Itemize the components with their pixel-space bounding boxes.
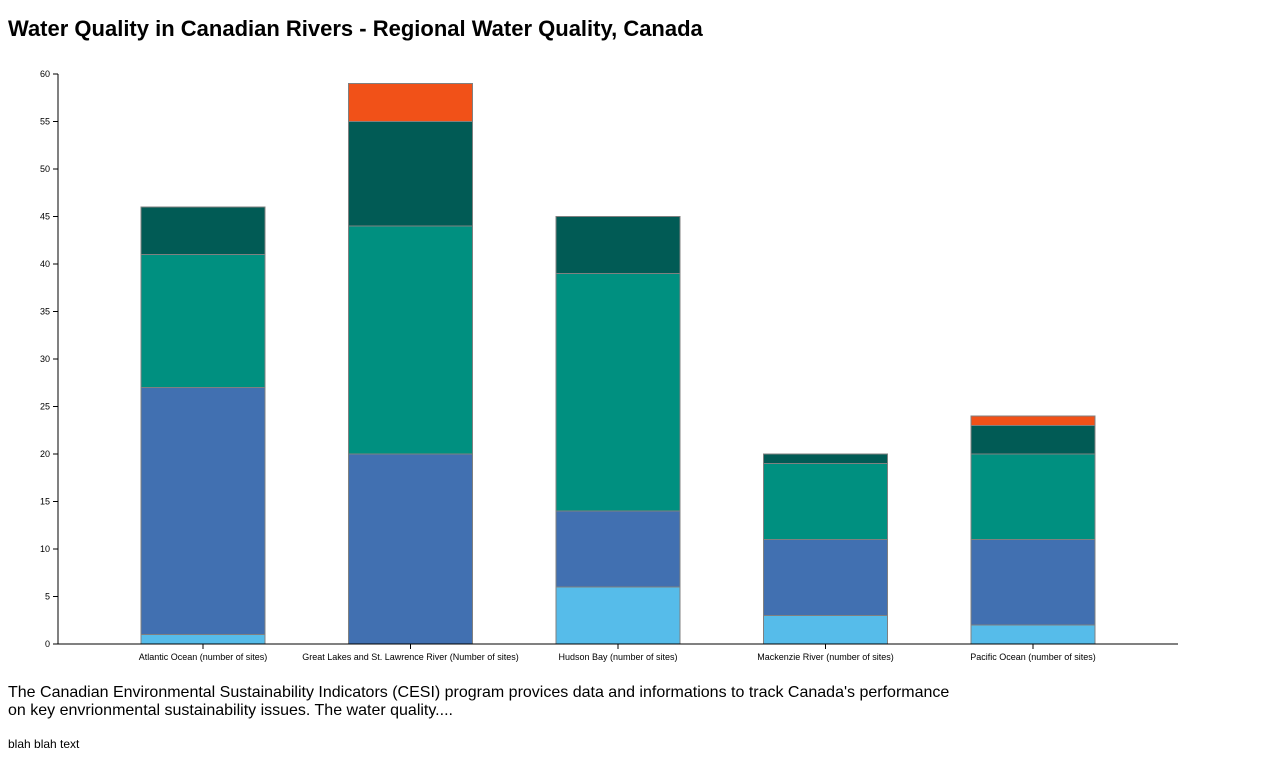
y-tick-label: 30 [40, 354, 50, 364]
stacked-bar-chart: 0 5 10 15 20 25 30 35 40 45 50 55 60 Atlantic Ocean … [40, 69, 1178, 662]
bar-segment[interactable] [348, 453, 473, 645]
y-tick-label: 0 [45, 639, 50, 649]
y-tick-label: 25 [40, 402, 50, 412]
bar-segment[interactable] [555, 510, 681, 588]
bar-segment[interactable] [970, 453, 1096, 540]
description-text: The Canadian Environmental Sustainabilit… [8, 684, 950, 719]
bar-segment[interactable] [970, 539, 1096, 626]
x-axis: Atlantic Ocean (number of sites) Great La… [58, 643, 1178, 662]
bar-segment[interactable] [140, 206, 266, 255]
bar-segment[interactable] [348, 225, 473, 455]
y-tick-label: 20 [40, 449, 50, 459]
y-tick-label: 60 [40, 69, 50, 79]
y-tick-label: 45 [40, 212, 50, 222]
x-tick-label: Pacific Ocean (number of sites) [970, 652, 1096, 662]
bar-segment[interactable] [763, 463, 888, 540]
y-tick-label: 35 [40, 307, 50, 317]
bar-segment[interactable] [555, 216, 681, 274]
bar-segment[interactable] [348, 83, 473, 122]
x-tick-label: Great Lakes and St. Lawrence River (Numb… [302, 652, 519, 662]
bar-segment[interactable] [763, 539, 888, 616]
bar-segment[interactable] [970, 425, 1096, 455]
y-tick-label: 40 [40, 259, 50, 269]
bars [140, 83, 1096, 645]
y-tick-label: 50 [40, 164, 50, 174]
page-title: Water Quality in Canadian Rivers - Regio… [8, 16, 703, 41]
bar-segment[interactable] [555, 273, 681, 512]
bar-segment[interactable] [140, 254, 266, 388]
bar-segment[interactable] [763, 453, 888, 464]
bar-segment[interactable] [970, 624, 1096, 645]
y-tick-label: 5 [45, 592, 50, 602]
bar-segment[interactable] [970, 415, 1096, 426]
bar-segment[interactable] [140, 387, 266, 635]
bar-segment[interactable] [763, 615, 888, 645]
x-tick-label: Hudson Bay (number of sites) [558, 652, 677, 662]
y-tick-label: 10 [40, 544, 50, 554]
footnote-text: blah blah text [8, 737, 80, 751]
x-tick-label: Mackenzie River (number of sites) [757, 652, 894, 662]
y-axis: 0 5 10 15 20 25 30 35 40 45 50 55 60 [40, 69, 59, 649]
y-tick-label: 55 [40, 117, 50, 127]
bar-segment[interactable] [140, 634, 266, 645]
bar-segment[interactable] [348, 121, 473, 227]
y-tick-label: 15 [40, 497, 50, 507]
bar-segment[interactable] [555, 586, 681, 645]
x-tick-label: Atlantic Ocean (number of sites) [139, 652, 268, 662]
